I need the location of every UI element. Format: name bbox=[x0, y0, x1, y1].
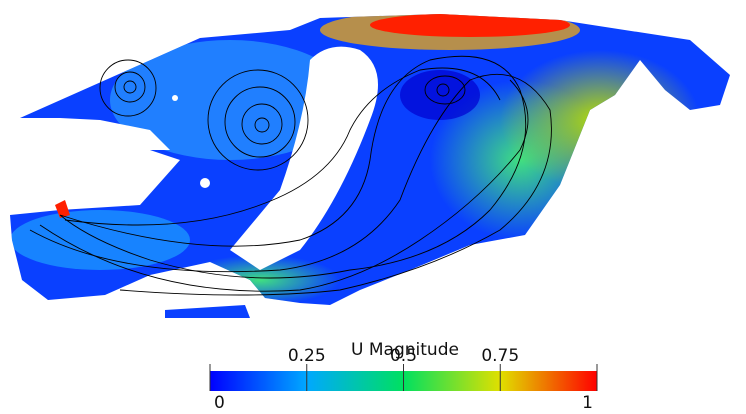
flow-field bbox=[10, 10, 730, 318]
colorbar-tick-label: 0 bbox=[214, 393, 225, 413]
scene: U Magnitude 00.250.50.751 bbox=[0, 0, 746, 414]
colorbar-tick-label: 1 bbox=[582, 393, 593, 413]
colorbar-tick-label: 0.5 bbox=[390, 346, 417, 366]
colorbar-tick-label: 0.25 bbox=[288, 346, 326, 366]
colorbar-tick-label: 0.75 bbox=[481, 346, 519, 366]
